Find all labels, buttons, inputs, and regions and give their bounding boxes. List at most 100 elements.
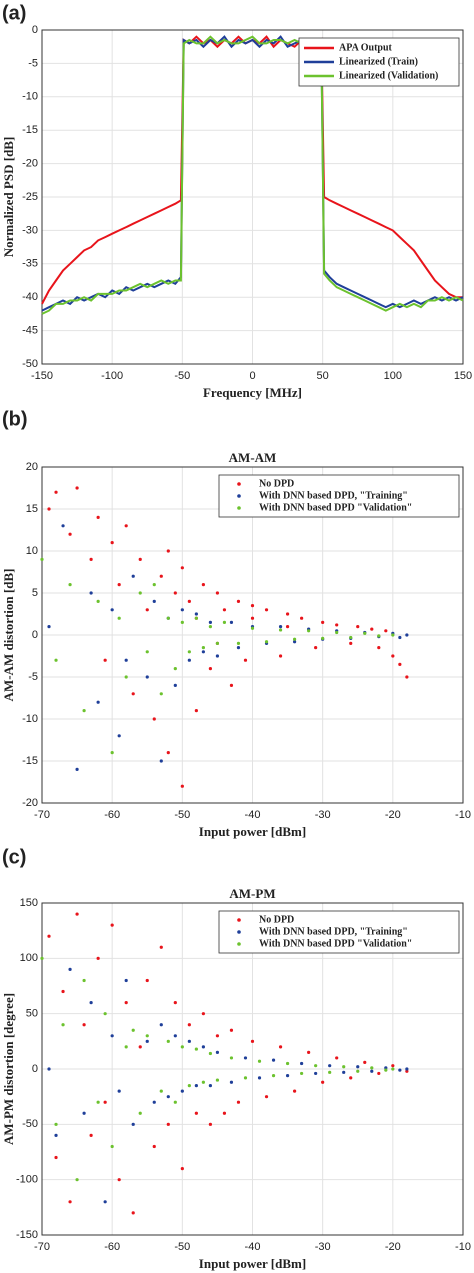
scatter-point	[145, 978, 149, 983]
x-tick-label: -20	[385, 1241, 401, 1253]
scatter-point	[103, 658, 107, 662]
x-tick-label: -70	[34, 809, 50, 821]
scatter-point	[180, 784, 184, 788]
scatter-point	[159, 692, 163, 696]
scatter-point	[180, 1167, 184, 1171]
scatter-point	[110, 923, 114, 927]
scatter-point	[180, 608, 184, 612]
scatter-point	[187, 599, 191, 604]
legend-label: With DNN based DPD, "Training"	[259, 926, 408, 937]
scatter-point	[145, 675, 149, 679]
scatter-point	[54, 1133, 58, 1137]
scatter-point	[377, 646, 381, 650]
plot-frame	[41, 466, 464, 804]
scatter-point	[314, 1071, 318, 1076]
scatter-point	[222, 1111, 227, 1115]
scatter-point	[103, 1012, 107, 1016]
scatter-point	[293, 640, 297, 644]
scatter-point	[47, 1067, 51, 1071]
y-tick-label: -10	[22, 91, 38, 103]
x-tick-label: -70	[34, 1241, 50, 1253]
scatter-point	[335, 623, 339, 627]
y-tick-label: 20	[26, 461, 38, 473]
scatter-point	[152, 1100, 156, 1104]
scatter-point	[131, 1211, 135, 1215]
scatter-point	[124, 675, 128, 679]
y-tick-label: 0	[32, 24, 38, 36]
scatter-point	[96, 599, 100, 604]
scatter-point	[166, 549, 170, 553]
x-tick-label: -100	[101, 370, 123, 382]
scatter-point	[215, 1050, 220, 1054]
scatter-point	[194, 1047, 198, 1051]
scatter-point	[250, 1039, 255, 1043]
scatter-point	[159, 1023, 163, 1027]
legend-label: With DNN based DPD "Validation"	[259, 938, 412, 949]
scatter-point	[398, 662, 402, 667]
scatter-point	[124, 1001, 128, 1005]
scatter-point	[215, 1034, 220, 1038]
scatter-point	[236, 599, 241, 604]
scatter-point	[54, 490, 58, 494]
legend-swatch	[237, 482, 241, 486]
scatter-point	[124, 978, 128, 983]
scatter-point	[145, 1034, 149, 1038]
scatter-point	[89, 591, 93, 595]
scatter-point	[201, 1045, 205, 1049]
scatter-point	[152, 1144, 156, 1149]
y-tick-label: -15	[22, 755, 38, 767]
scatter-point	[47, 507, 51, 511]
scatter-point	[173, 1001, 177, 1005]
scatter-point	[201, 646, 205, 650]
scatter-point	[278, 625, 283, 629]
scatter-point	[208, 1084, 212, 1088]
legend-label: With DNN based DPD "Validation"	[259, 502, 412, 513]
legend-box	[218, 474, 460, 518]
x-tick-label: 150	[454, 370, 472, 382]
scatter-point	[47, 934, 51, 938]
plot-frame	[41, 29, 464, 365]
scatter-point	[278, 654, 283, 658]
scatter-point	[180, 1045, 184, 1049]
scatter-point	[307, 1050, 311, 1054]
y-axis-label: AM-PM distortion [degree]	[1, 993, 16, 1145]
scatter-point	[68, 583, 72, 587]
scatter-point	[180, 620, 184, 625]
scatter-point	[250, 604, 255, 608]
legend-label: No DPD	[259, 478, 294, 489]
scatter-point	[145, 608, 149, 612]
legend-box	[218, 910, 460, 954]
scatter-point	[356, 1069, 360, 1073]
x-tick-label: -40	[245, 1241, 261, 1253]
panel-label: (b)	[2, 408, 28, 430]
y-tick-label: -45	[22, 325, 38, 337]
x-axis-label: Input power [dBm]	[199, 824, 306, 839]
scatter-point	[159, 945, 163, 949]
scatter-point	[271, 1058, 276, 1062]
legend-swatch	[237, 494, 241, 498]
scatter-point	[300, 1061, 304, 1066]
scatter-point	[300, 1071, 304, 1076]
x-tick-label: -10	[455, 1241, 471, 1253]
scatter-point	[187, 1084, 191, 1088]
scatter-point	[285, 1074, 290, 1078]
scatter-point	[194, 1084, 198, 1088]
legend-swatch	[237, 930, 241, 934]
x-tick-label: 100	[384, 370, 402, 382]
scatter-point	[194, 616, 198, 620]
scatter-point	[173, 1100, 177, 1104]
scatter-point	[285, 1061, 290, 1066]
scatter-point	[124, 1045, 128, 1049]
y-tick-label: 5	[32, 587, 38, 599]
scatter-point	[166, 616, 170, 620]
scatter-point	[264, 608, 269, 612]
scatter-point	[391, 1064, 395, 1068]
scatter-point	[138, 557, 142, 562]
scatter-point	[349, 1076, 353, 1080]
scatter-point	[342, 1070, 346, 1074]
scatter-point	[300, 616, 304, 620]
scatter-point	[278, 1045, 283, 1049]
scatter-point	[208, 1122, 212, 1126]
y-tick-label: -20	[22, 158, 38, 170]
y-tick-label: -150	[16, 1229, 38, 1241]
